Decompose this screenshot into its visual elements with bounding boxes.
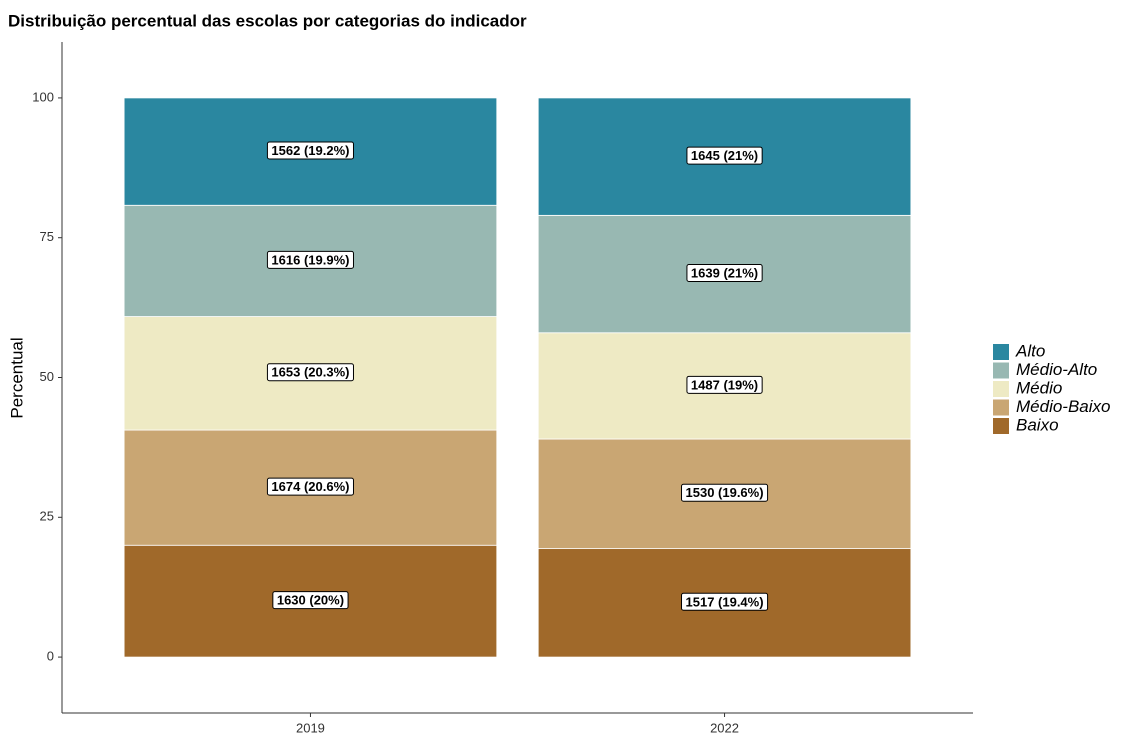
data-label-text: 1639 (21%): [691, 265, 758, 280]
legend-swatch: [993, 418, 1009, 434]
legend-swatch: [993, 344, 1009, 360]
x-tick-label: 2022: [710, 720, 739, 735]
data-label: 1562 (19.2%): [266, 141, 354, 160]
legend-label: Médio-Baixo: [1016, 397, 1111, 416]
data-label: 1530 (19.6%): [681, 483, 769, 502]
y-tick-label: 50: [40, 369, 54, 384]
data-label-box: [686, 146, 763, 165]
data-label: 1645 (21%): [686, 146, 763, 165]
data-label-text: 1530 (19.6%): [686, 485, 764, 500]
y-axis-label: Percentual: [7, 337, 26, 418]
legend-label: Médio: [1016, 378, 1062, 397]
data-label-box: [681, 592, 769, 611]
legend-swatch: [993, 381, 1009, 397]
data-label-box: [681, 483, 769, 502]
data-label-box: [686, 375, 763, 394]
data-label-box: [266, 141, 354, 160]
data-label-box: [266, 477, 354, 496]
data-label-text: 1562 (19.2%): [271, 143, 349, 158]
y-tick-label: 100: [32, 89, 54, 104]
data-label: 1653 (20.3%): [266, 363, 354, 382]
data-label-box: [266, 250, 354, 269]
y-tick-label: 25: [40, 509, 54, 524]
y-tick-label: 0: [47, 649, 54, 664]
data-label: 1487 (19%): [686, 375, 763, 394]
data-label: 1639 (21%): [686, 263, 763, 282]
legend-swatch: [993, 399, 1009, 416]
data-label-box: [272, 591, 349, 610]
data-label-box: [266, 363, 354, 382]
data-label: 1630 (20%): [272, 591, 349, 610]
data-label: 1517 (19.4%): [681, 592, 769, 611]
data-label-text: 1616 (19.9%): [271, 252, 349, 267]
data-label-text: 1674 (20.6%): [271, 479, 349, 494]
x-tick-label: 2019: [296, 720, 325, 735]
legend-label: Médio-Alto: [1016, 360, 1097, 379]
data-label: 1616 (19.9%): [266, 250, 354, 269]
chart-title: Distribuição percentual das escolas por …: [8, 11, 527, 30]
data-label-text: 1517 (19.4%): [686, 594, 764, 609]
data-label-text: 1653 (20.3%): [271, 365, 349, 380]
y-tick-label: 75: [40, 229, 54, 244]
legend-label: Alto: [1015, 341, 1045, 360]
data-label-text: 1487 (19%): [691, 377, 758, 392]
data-label: 1674 (20.6%): [266, 477, 354, 496]
data-label-text: 1645 (21%): [691, 148, 758, 163]
legend-label: Baixo: [1016, 415, 1059, 434]
data-label-text: 1630 (20%): [277, 593, 344, 608]
legend-swatch: [993, 362, 1009, 379]
data-label-box: [686, 263, 763, 282]
